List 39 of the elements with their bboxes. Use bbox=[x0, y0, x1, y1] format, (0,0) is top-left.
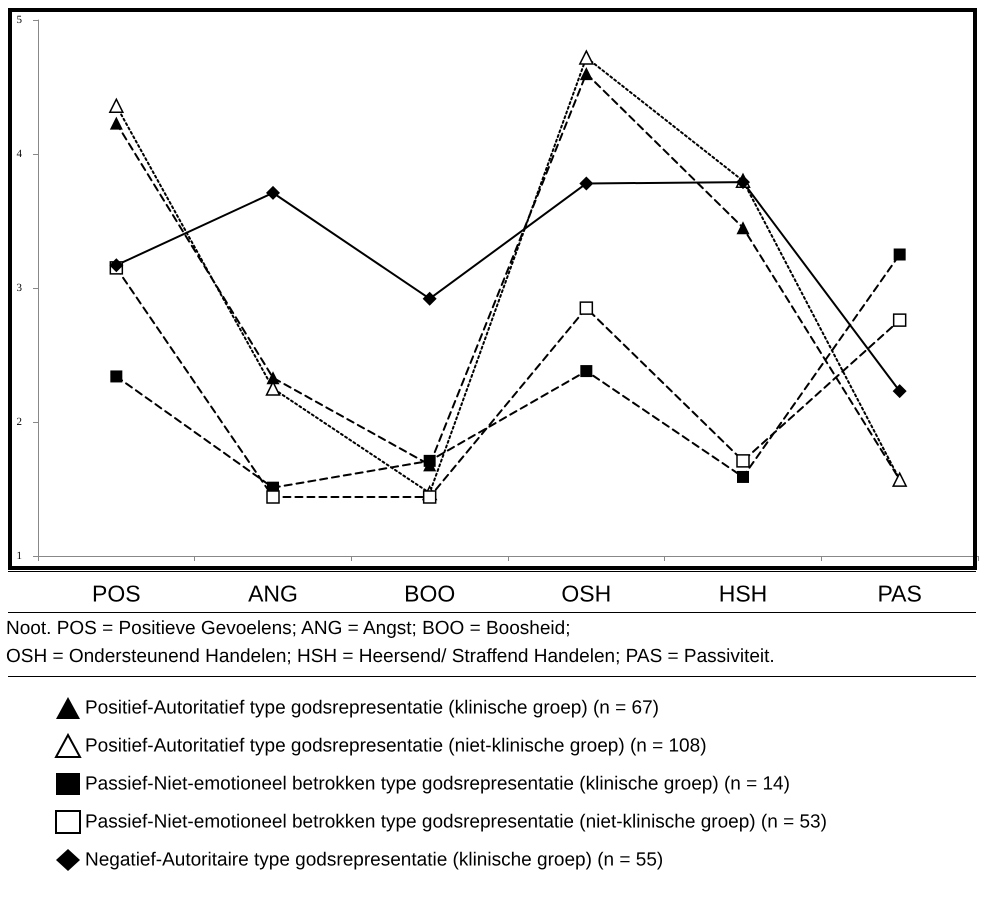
x-tick-label: BOO bbox=[404, 580, 456, 606]
point bbox=[109, 258, 124, 272]
point bbox=[424, 454, 436, 467]
legend-label: Negatief-Autoritaire type godsrepresentatie (klinische groep) (n = 55) bbox=[85, 850, 664, 870]
y-tick-label: 4 bbox=[16, 148, 22, 160]
point bbox=[580, 67, 593, 80]
y-tick-label: 2 bbox=[16, 416, 22, 428]
point bbox=[580, 301, 594, 315]
point bbox=[579, 50, 594, 65]
point bbox=[579, 176, 594, 190]
text: Noot. POS = Positieve Gevoelens; ANG = Angst; BOO = Boosheid; bbox=[6, 618, 570, 640]
point bbox=[892, 384, 907, 398]
point bbox=[110, 116, 123, 130]
text: OSH = Ondersteunend Handelen; HSH = Heersend/ Straffend Handelen; PAS = Passiviteit. bbox=[6, 646, 775, 668]
legend-label: Passief-Niet-emotioneel betrokken type godsrepresentatie (niet-klinische groep) (n = 53) bbox=[85, 812, 827, 832]
x-tick-label: POS bbox=[92, 580, 141, 606]
point bbox=[736, 454, 750, 468]
x-tick-label: PAS bbox=[878, 580, 922, 606]
point bbox=[266, 490, 280, 504]
point bbox=[422, 292, 437, 306]
point bbox=[266, 186, 280, 200]
point bbox=[894, 248, 906, 260]
point bbox=[892, 313, 906, 327]
x-tick-label: HSH bbox=[718, 580, 768, 606]
x-tick-label: OSH bbox=[561, 580, 612, 606]
y-tick-label: 5 bbox=[16, 14, 22, 26]
legend-label: Positief-Autoritatief type godsrepresentatie (niet-klinische groep) (n = 108) bbox=[85, 736, 707, 756]
y-tick-label: 3 bbox=[16, 282, 22, 294]
point bbox=[110, 370, 122, 382]
x-tick-label: ANG bbox=[248, 580, 298, 606]
point bbox=[580, 365, 592, 378]
point bbox=[109, 98, 124, 114]
point bbox=[266, 371, 280, 384]
point bbox=[736, 221, 750, 234]
legend-label: Passief-Niet-emotioneel betrokken type godsrepresentatie (klinische groep) (n = 14) bbox=[85, 774, 790, 794]
y-tick-label: 1 bbox=[16, 550, 22, 562]
legend-label: Positief-Autoritatief type godsrepresentatie (klinische groep) (n = 67) bbox=[85, 698, 659, 718]
point bbox=[422, 490, 436, 504]
point bbox=[737, 470, 749, 483]
